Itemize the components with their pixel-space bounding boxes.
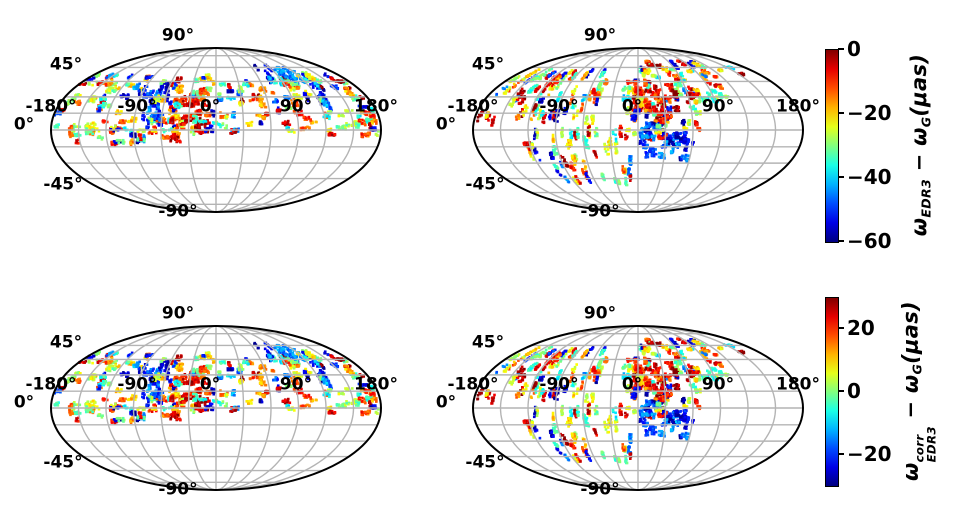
colorbar-tick-mark xyxy=(838,327,844,330)
colorbar-label-part: EDR3 xyxy=(924,426,939,463)
colorbar-top-axis-label: ωEDR3 − ωG(μas) xyxy=(907,53,934,237)
map-lat-tick-label: 0° xyxy=(13,114,35,135)
colorbar-label-part: (μas) xyxy=(907,53,931,117)
map-lon-tick-label: 90° xyxy=(701,374,735,395)
map-lat-tick-label: -90° xyxy=(158,201,198,222)
map-lat-tick-label: -90° xyxy=(580,201,620,222)
map-lon-tick-label: 0° xyxy=(199,96,221,117)
colorbar-label-part: EDR3 xyxy=(918,178,934,218)
map-lat-tick-label: 90° xyxy=(161,303,195,324)
map-lat-tick-label: -45° xyxy=(43,452,83,473)
colorbar-tick-mark xyxy=(838,240,844,242)
colorbar-tick-mark xyxy=(838,48,844,50)
colorbar-tick-label: −20 xyxy=(847,101,892,125)
map-lat-tick-label: 0° xyxy=(435,114,457,135)
map-lat-tick-label: 90° xyxy=(583,25,617,46)
map-lon-tick-label: 180° xyxy=(776,96,820,117)
colorbar-label-part: ω xyxy=(907,127,931,146)
map-lon-tick-label: 90° xyxy=(279,96,313,117)
colorbar-tick-mark xyxy=(838,176,844,178)
map-lat-tick-label: 90° xyxy=(161,25,195,46)
colorbar-tick-label: 20 xyxy=(847,316,875,341)
map-lon-tick-label: 0° xyxy=(199,374,221,395)
map-lat-tick-label: -45° xyxy=(465,174,505,195)
colorbar-label-part: − xyxy=(898,393,923,427)
colorbar-tick-mark xyxy=(838,452,844,455)
map-lon-tick-label: 0° xyxy=(621,374,643,395)
colorbar-tick-label: −40 xyxy=(847,165,892,189)
map-lon-tick-label: -180° xyxy=(25,96,77,117)
colorbar-bottom-gradient xyxy=(825,297,839,487)
map-lon-tick-label: 0° xyxy=(621,96,643,117)
colorbar-label-part: G xyxy=(918,116,934,128)
colorbar-label-part: ω xyxy=(898,374,923,394)
colorbar-label-part: ω xyxy=(898,462,923,481)
superscript-subscript-stack: corr EDR3 xyxy=(913,426,939,463)
colorbar-tick-mark xyxy=(838,112,844,114)
colorbar-bottom-axis-label: ω corr EDR3 − ωG(μas) xyxy=(898,301,939,481)
colorbar-label-part: G xyxy=(909,363,925,375)
map-lat-tick-label: 0° xyxy=(435,392,457,413)
map-lon-tick-label: -180° xyxy=(447,96,499,117)
map-lon-tick-label: 90° xyxy=(701,96,735,117)
map-lon-tick-label: 180° xyxy=(354,96,398,117)
colorbar-tick-label: 0 xyxy=(847,37,861,61)
map-lon-tick-label: -180° xyxy=(25,374,77,395)
colorbar-label-part: − xyxy=(907,145,931,179)
map-lat-tick-label: -45° xyxy=(43,174,83,195)
map-lon-tick-label: 180° xyxy=(354,374,398,395)
map-lat-tick-label: 45° xyxy=(49,332,83,353)
map-lat-tick-label: 45° xyxy=(471,54,505,75)
map-lon-tick-label: 180° xyxy=(776,374,820,395)
colorbar-tick-label: −60 xyxy=(847,229,892,253)
map-lat-tick-label: -90° xyxy=(580,479,620,500)
map-lat-tick-label: 0° xyxy=(13,392,35,413)
map-lat-tick-label: 90° xyxy=(583,303,617,324)
map-lon-tick-label: -90° xyxy=(117,374,157,395)
map-lon-tick-label: -90° xyxy=(539,96,579,117)
colorbar-tick-mark xyxy=(838,390,844,392)
map-lat-tick-label: -45° xyxy=(465,452,505,473)
colorbar-label-part: (μas) xyxy=(898,301,923,364)
map-lat-tick-label: 45° xyxy=(49,54,83,75)
map-lon-tick-label: -180° xyxy=(447,374,499,395)
map-lat-tick-label: 45° xyxy=(471,332,505,353)
colorbar-tick-label: 0 xyxy=(847,379,861,403)
map-lat-tick-label: -90° xyxy=(158,479,198,500)
colorbar-label-part: ω xyxy=(907,217,931,237)
map-lon-tick-label: -90° xyxy=(117,96,157,117)
map-lon-tick-label: 90° xyxy=(279,374,313,395)
colorbar-tick-label: −20 xyxy=(847,441,892,466)
map-lon-tick-label: -90° xyxy=(539,374,579,395)
colorbar-top-gradient xyxy=(825,49,839,243)
